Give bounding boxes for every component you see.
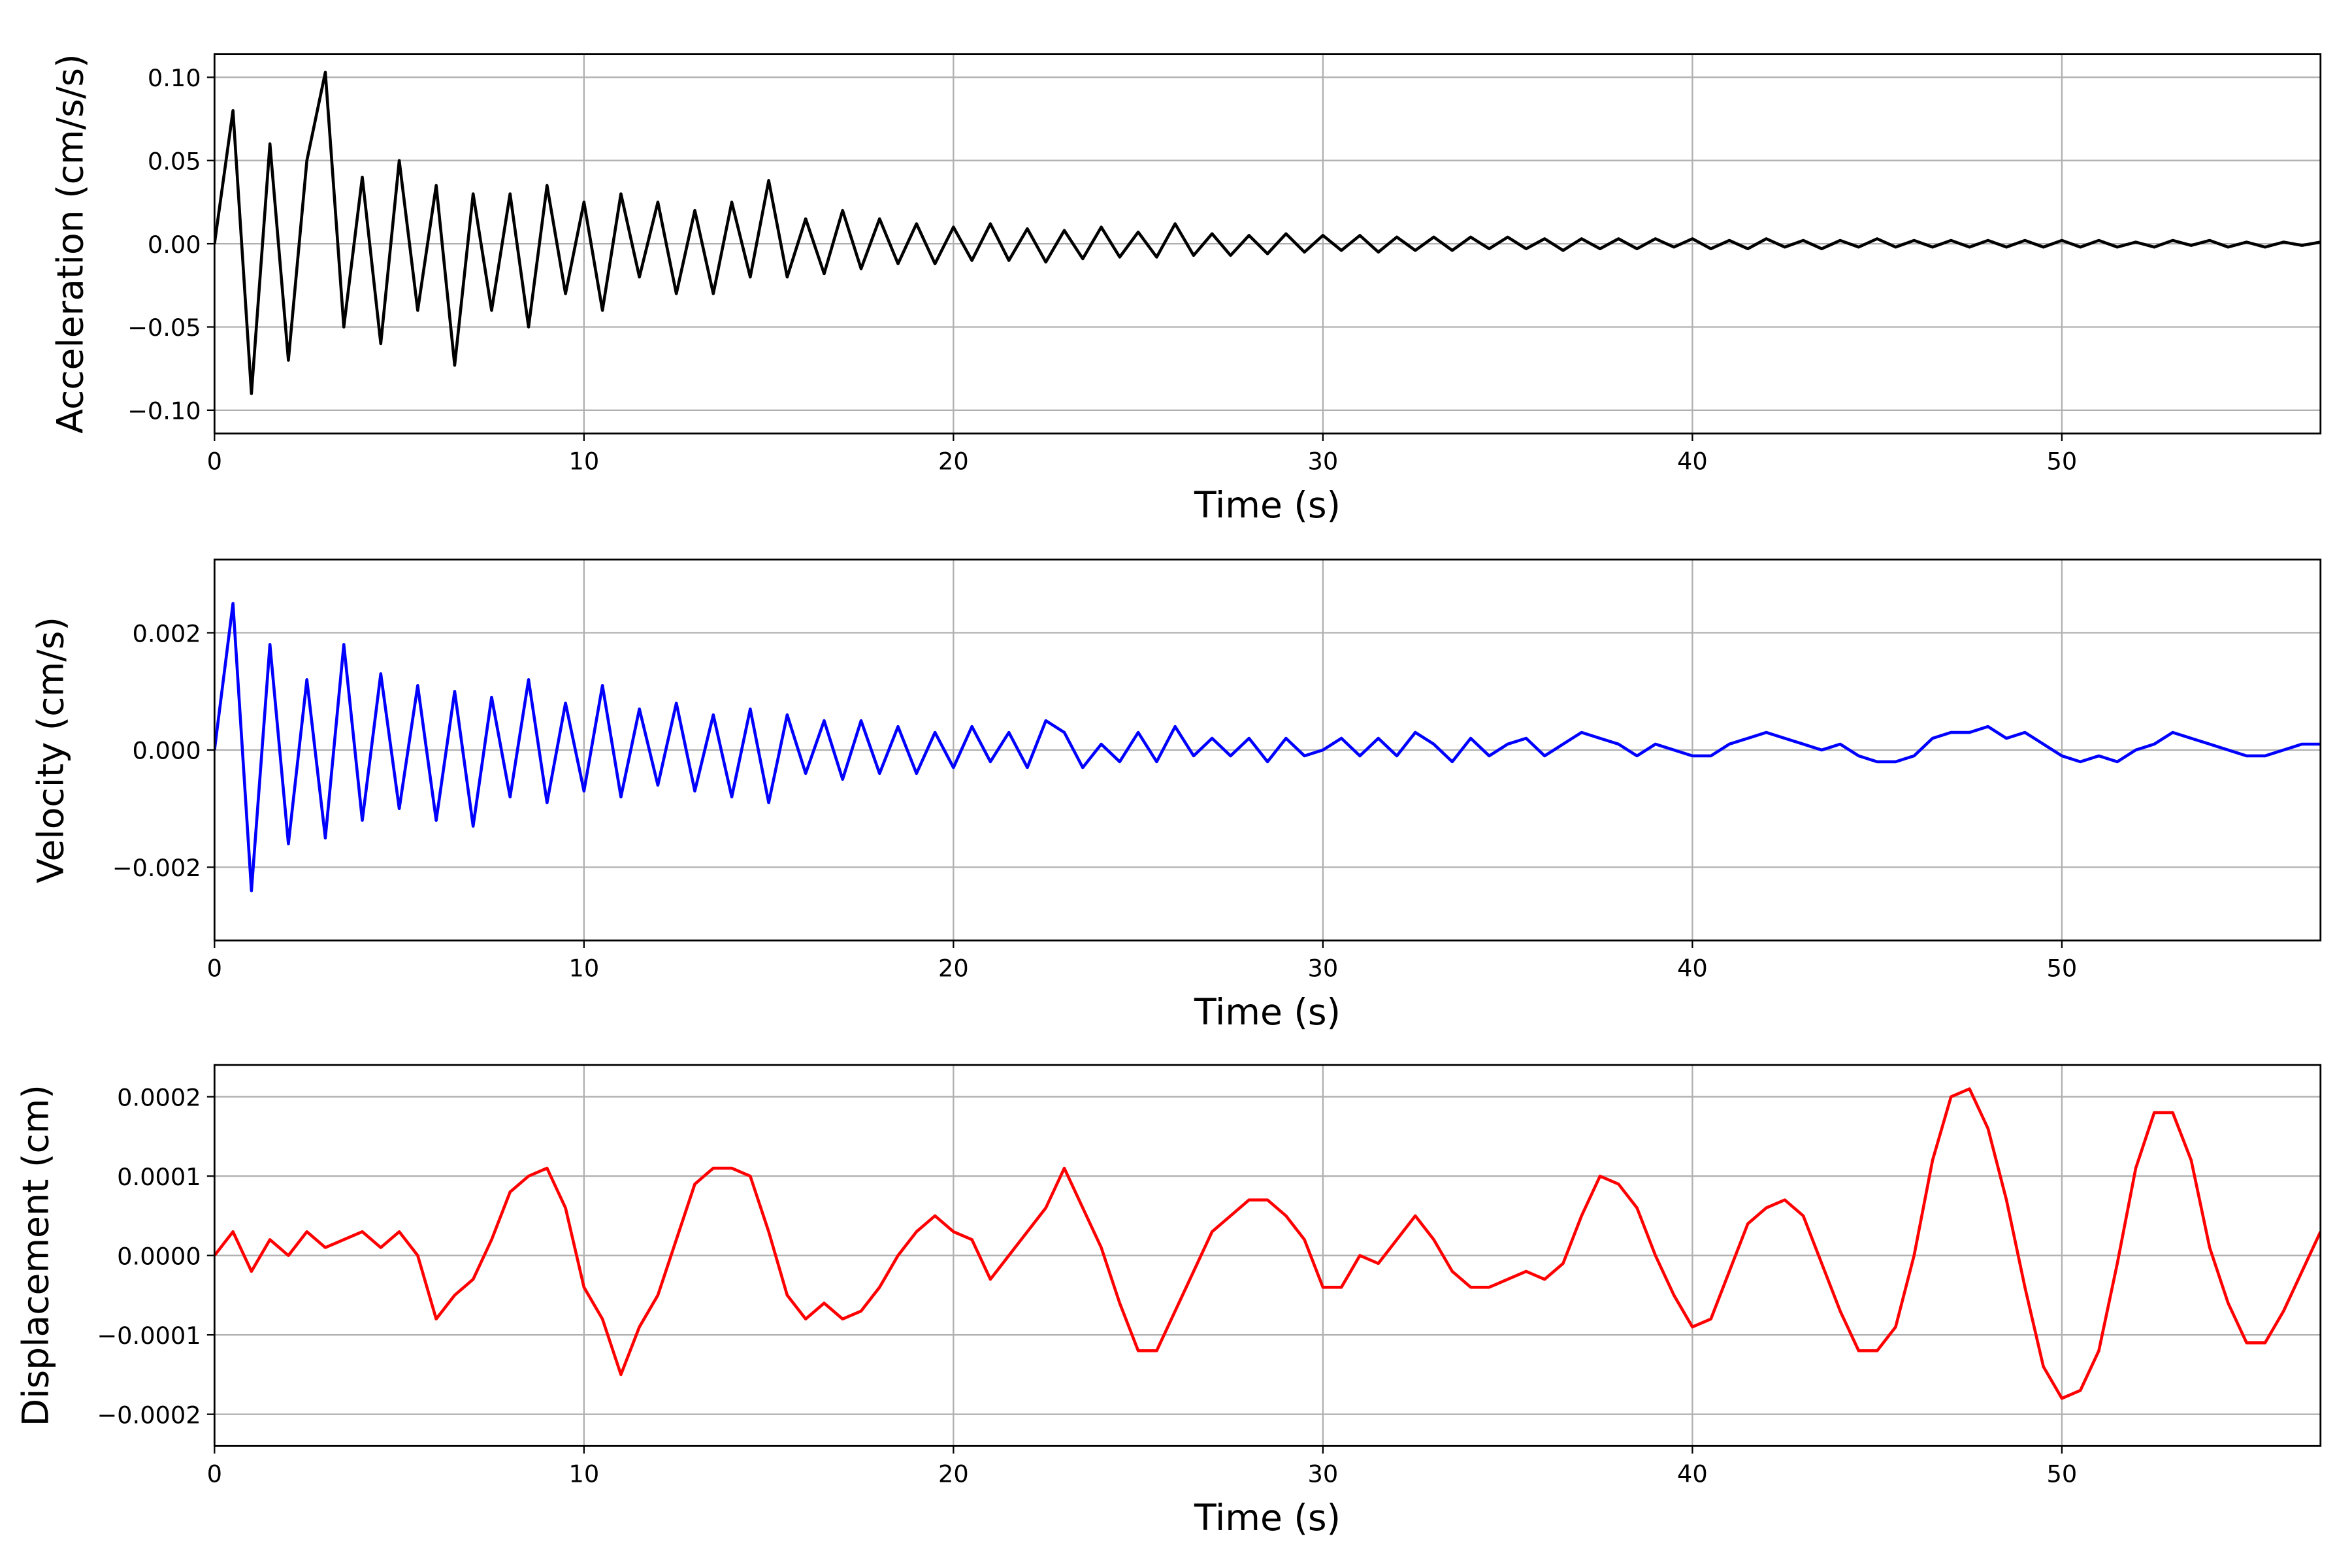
y-tick-label: 0.00: [148, 231, 201, 259]
x-tick-label: 50: [2047, 1460, 2078, 1488]
y-tick-label: 0.0002: [117, 1083, 201, 1111]
x-axis-label: Time (s): [1194, 991, 1341, 1033]
x-tick-label: 40: [1677, 1460, 1708, 1488]
x-tick-label: 20: [938, 955, 969, 983]
x-tick-label: 40: [1677, 448, 1708, 476]
y-tick-label: −0.0002: [97, 1401, 201, 1429]
y-axis-label: Displacement (cm): [14, 1085, 56, 1426]
x-axis-label: Time (s): [1194, 484, 1341, 526]
x-tick-label: 10: [568, 955, 599, 983]
y-tick-label: −0.002: [112, 854, 201, 882]
data-line: [214, 71, 2321, 395]
plot-area: [214, 1087, 2321, 1400]
axes-frame: [213, 559, 2322, 941]
x-axis-label: Time (s): [1194, 1497, 1341, 1539]
y-axis-label: Acceleration (cm/s/s): [49, 54, 91, 433]
x-tick-label: 30: [1308, 448, 1339, 476]
x-tick-label: 30: [1308, 1460, 1339, 1488]
x-tick-label: 0: [207, 955, 222, 983]
x-tick-label: 30: [1308, 955, 1339, 983]
data-line: [214, 1087, 2321, 1400]
y-tick-label: 0.000: [133, 737, 201, 765]
axes-frame: [213, 53, 2322, 434]
x-tick-label: 20: [938, 1460, 969, 1488]
y-tick-label: 0.002: [133, 619, 201, 647]
y-tick-label: 0.0000: [117, 1242, 201, 1270]
plot-area: [214, 602, 2321, 892]
y-axis-label: Velocity (cm/s): [29, 617, 71, 883]
y-tick-label: −0.0001: [97, 1322, 201, 1350]
y-tick-label: 0.0001: [117, 1163, 201, 1191]
y-tick-label: 0.10: [148, 64, 201, 92]
x-tick-label: 20: [938, 448, 969, 476]
plot-area: [214, 71, 2321, 395]
x-tick-label: 10: [568, 448, 599, 476]
x-tick-label: 50: [2047, 955, 2078, 983]
axes-frame: [213, 1064, 2322, 1447]
x-tick-label: 0: [207, 1460, 222, 1488]
data-line: [214, 602, 2321, 892]
y-tick-label: −0.05: [127, 314, 201, 342]
x-tick-label: 40: [1677, 955, 1708, 983]
x-tick-label: 10: [568, 1460, 599, 1488]
x-tick-label: 0: [207, 448, 222, 476]
x-tick-label: 50: [2047, 448, 2078, 476]
y-tick-label: 0.05: [148, 147, 201, 175]
y-tick-label: −0.10: [127, 397, 201, 425]
